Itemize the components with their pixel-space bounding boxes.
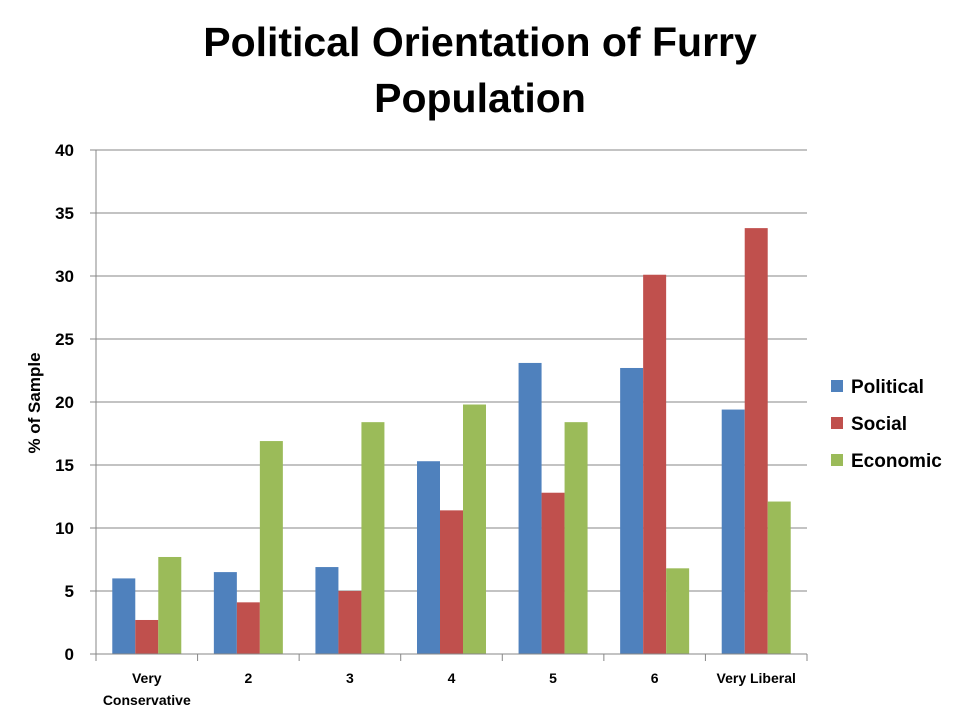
x-tick-label: 4 [448,670,456,686]
bar-economic [767,501,791,654]
gridlines [96,149,807,592]
chart-title-line-1: Political Orientation of Furry [203,19,757,65]
bar-social [541,492,565,654]
y-tick-label: 40 [55,141,74,160]
bars [112,228,791,654]
x-tick-label: Conservative [103,692,191,708]
legend-swatch-economic [831,454,843,466]
bar-social [338,591,362,654]
bar-economic [158,556,182,654]
bar-political [112,578,136,654]
bar-economic [259,441,283,654]
bar-social [643,274,667,654]
x-tick-label: Very [132,670,162,686]
bar-economic [666,568,690,654]
bar-economic [463,404,486,654]
bar-social [440,510,463,654]
legend-swatch-social [831,417,843,429]
bar-political [213,572,237,654]
y-tick-label: 35 [55,204,74,223]
y-axis-label: % of Sample [25,352,44,453]
y-tick-labels: 0 5 10 15 20 25 30 35 40 [55,141,74,664]
bar-political [417,461,440,654]
bar-social [744,228,768,654]
bar-political [315,567,339,654]
bar-social [236,602,260,654]
y-tick-label: 15 [55,456,74,475]
legend-label-social: Social [851,414,907,435]
chart-title: Political Orientation of Furry Populatio… [0,14,960,126]
y-tick-label: 5 [65,582,74,601]
legend-swatch-political [831,380,843,392]
legend-label-political: Political [851,377,924,398]
x-tick-label: Very Liberal [717,670,796,686]
bar-social [135,619,159,654]
y-tick-label: 20 [55,393,74,412]
x-tick-labels: Very Conservative 2 3 4 5 6 Very Liberal [103,670,796,708]
legend: Political Social Economic [831,377,942,472]
bar-political [721,409,745,654]
y-tick-label: 10 [55,519,74,538]
bar-economic [564,422,588,654]
chart-title-line-2: Population [374,75,586,121]
x-tick-label: 2 [244,670,252,686]
x-tick-label: 5 [549,670,557,686]
y-tick-label: 30 [55,267,74,286]
x-tick-label: 6 [651,670,659,686]
x-tick-label: 3 [346,670,354,686]
bar-political [518,362,542,654]
legend-label-economic: Economic [851,451,942,472]
bar-economic [361,422,385,654]
axes [90,149,808,661]
y-tick-label: 25 [55,330,74,349]
y-tick-label: 0 [65,645,74,664]
bar-political [620,367,644,654]
